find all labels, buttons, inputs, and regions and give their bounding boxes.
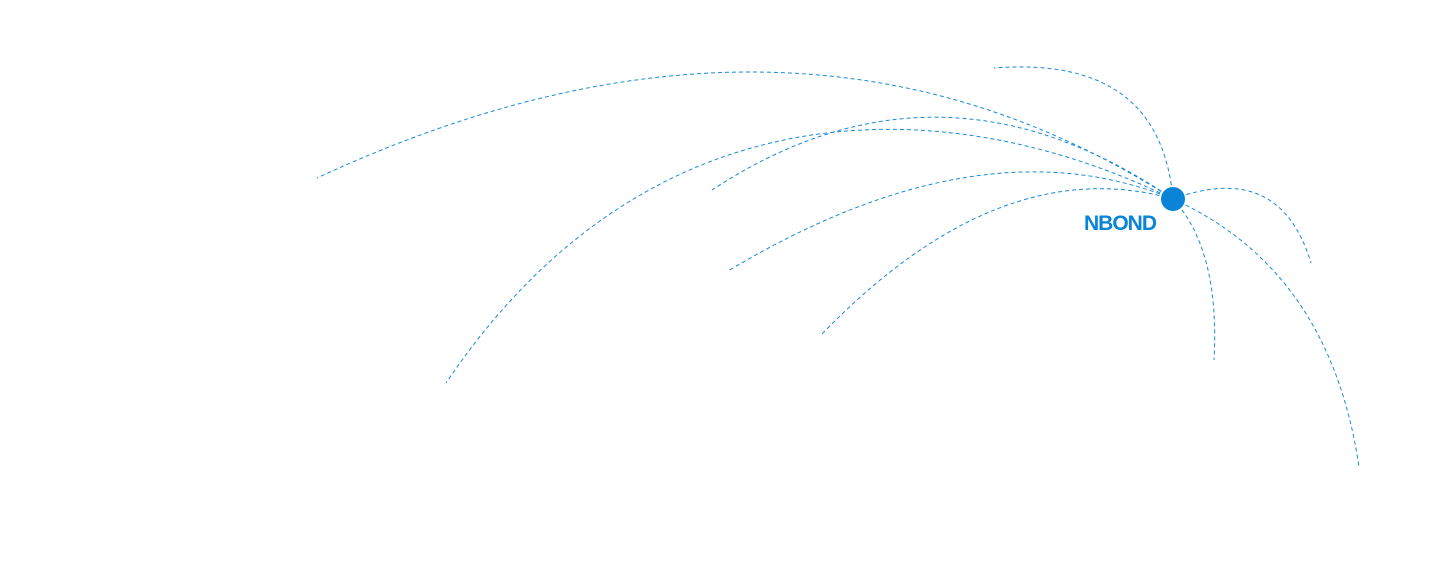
connection-arc xyxy=(711,116,1174,200)
connection-arc xyxy=(316,71,1174,200)
connection-arc xyxy=(1172,198,1216,361)
hub-node xyxy=(1161,187,1185,211)
connection-arc xyxy=(1172,198,1360,468)
connection-arc xyxy=(821,188,1174,335)
connection-arc xyxy=(993,66,1174,200)
hub-label: NBOND xyxy=(1084,212,1157,235)
connection-arc xyxy=(1172,187,1312,264)
connection-arc xyxy=(445,128,1174,384)
connection-arc xyxy=(727,171,1174,272)
